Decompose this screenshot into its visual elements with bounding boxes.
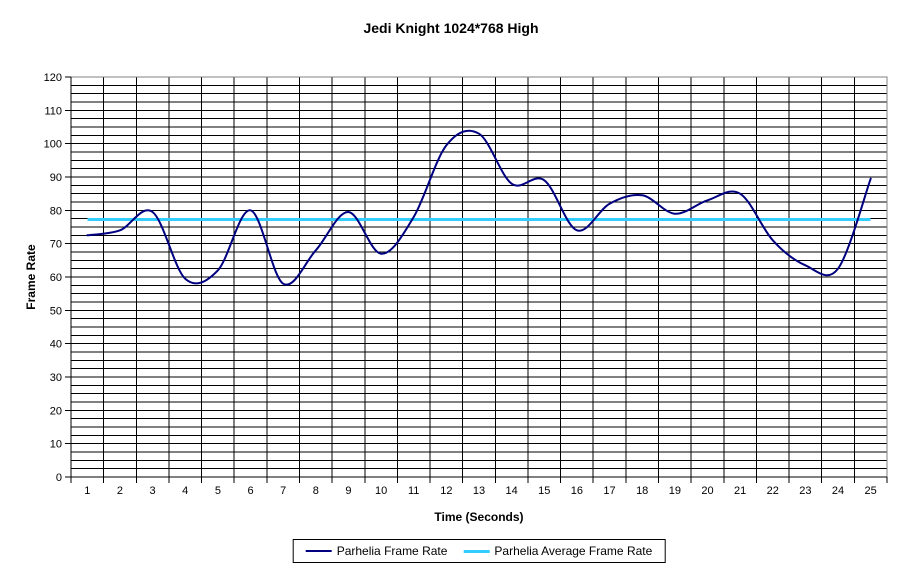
- svg-text:22: 22: [767, 485, 779, 497]
- svg-text:24: 24: [832, 485, 844, 497]
- svg-text:2: 2: [117, 485, 123, 497]
- svg-text:100: 100: [44, 139, 62, 151]
- svg-text:17: 17: [603, 485, 615, 497]
- svg-text:5: 5: [215, 485, 221, 497]
- svg-text:70: 70: [50, 239, 62, 251]
- legend-label-frame-rate: Parhelia Frame Rate: [336, 544, 448, 558]
- svg-text:13: 13: [473, 485, 485, 497]
- svg-text:7: 7: [280, 485, 286, 497]
- svg-text:16: 16: [571, 485, 583, 497]
- svg-text:6: 6: [247, 485, 253, 497]
- svg-text:11: 11: [408, 485, 419, 497]
- svg-text:10: 10: [50, 439, 62, 451]
- chart-title: Jedi Knight 1024*768 High: [363, 20, 539, 36]
- average-frame-rate-line-swatch: [463, 549, 490, 553]
- legend-label-average-frame-rate: Parhelia Average Frame Rate: [494, 544, 653, 558]
- svg-text:1: 1: [84, 485, 90, 497]
- svg-text:110: 110: [44, 105, 62, 117]
- svg-text:60: 60: [50, 272, 62, 284]
- legend: Parhelia Frame Rate Parhelia Average Fra…: [292, 539, 666, 563]
- svg-text:40: 40: [50, 339, 62, 351]
- svg-text:80: 80: [50, 205, 62, 217]
- svg-text:12: 12: [440, 485, 452, 497]
- svg-text:20: 20: [50, 405, 62, 417]
- svg-text:90: 90: [50, 172, 62, 184]
- svg-text:8: 8: [313, 485, 319, 497]
- x-axis-title: Time (Seconds): [434, 510, 524, 524]
- svg-text:4: 4: [182, 485, 188, 497]
- svg-text:9: 9: [345, 485, 351, 497]
- svg-text:14: 14: [506, 485, 518, 497]
- svg-text:15: 15: [538, 485, 550, 497]
- svg-text:23: 23: [799, 485, 811, 497]
- svg-text:20: 20: [701, 485, 713, 497]
- svg-text:3: 3: [150, 485, 156, 497]
- legend-item-frame-rate: Parhelia Frame Rate: [305, 544, 448, 558]
- svg-text:19: 19: [669, 485, 681, 497]
- svg-text:50: 50: [50, 305, 62, 317]
- svg-text:30: 30: [50, 372, 62, 384]
- frame-rate-line-swatch: [305, 550, 332, 552]
- svg-text:0: 0: [56, 472, 62, 484]
- svg-text:10: 10: [375, 485, 387, 497]
- svg-text:18: 18: [636, 485, 648, 497]
- svg-text:120: 120: [44, 72, 62, 84]
- svg-text:25: 25: [865, 485, 877, 497]
- svg-text:21: 21: [734, 485, 746, 497]
- legend-item-average-frame-rate: Parhelia Average Frame Rate: [463, 544, 652, 558]
